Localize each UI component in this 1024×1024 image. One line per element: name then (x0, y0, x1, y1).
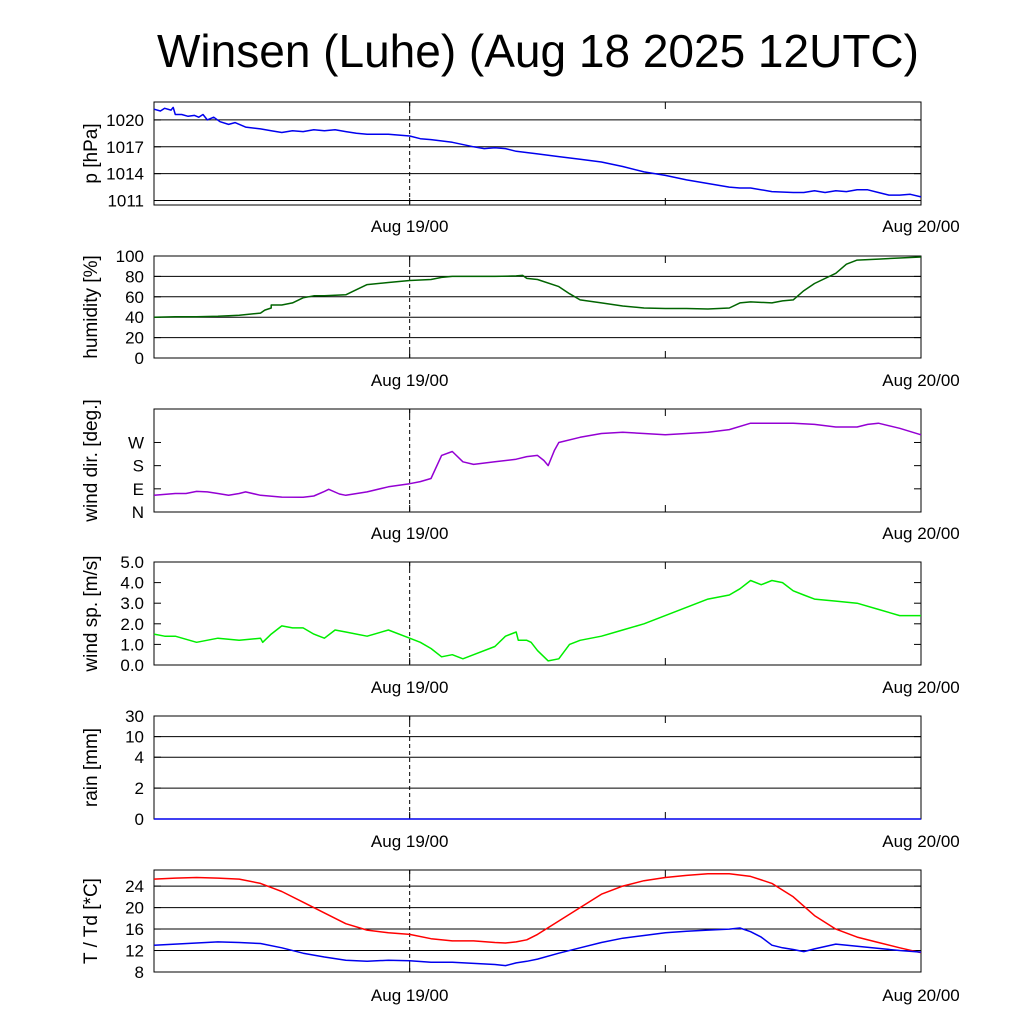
x-tick-label: Aug 20/00 (882, 371, 960, 390)
y-axis-label: wind sp. [m/s] (81, 555, 102, 672)
y-tick-label: 30 (125, 707, 144, 726)
y-tick-label: 16 (125, 920, 144, 939)
y-tick-label: 2 (135, 779, 144, 798)
x-tick-label: Aug 19/00 (371, 986, 449, 1005)
series-line-humidity (153, 256, 922, 318)
series-line-wind_dir (153, 422, 922, 499)
y-axis-label: T / Td [*C] (81, 878, 102, 964)
plot-frame (153, 408, 922, 513)
y-tick-label: 1011 (107, 192, 144, 211)
y-tick-label: 40 (125, 308, 144, 327)
y-tick-label: S (133, 457, 144, 476)
y-tick-label: 10 (125, 728, 144, 747)
y-tick-label: E (133, 480, 144, 499)
y-tick-label: 0 (135, 810, 144, 829)
x-tick-label: Aug 20/00 (882, 678, 960, 697)
panel-4: 0.0 1.02.0 3.04.0 5.0 wind sp. [m/s] Aug 19/0… (81, 553, 960, 697)
y-axis-label: rain [mm] (81, 728, 102, 807)
y-tick-label: 5.0 (120, 553, 144, 572)
y-tick-label: 1.0 (120, 635, 144, 654)
x-tick-label: Aug 20/00 (882, 217, 960, 236)
y-axis-label: p [hPa] (81, 123, 102, 183)
panel-6: 8 12 16 20 24 T / Td [*C] Aug 19/00 Aug 20/00 (81, 869, 960, 1005)
y-tick-label: 4 (135, 748, 144, 767)
series-line-pressure (153, 106, 922, 198)
y-axis-label: wind dir. [deg.] (81, 399, 102, 523)
y-tick-label: 100 (116, 247, 144, 266)
series-line-temperature (153, 873, 922, 954)
panel-1: 1020 1017 1014 1011 p [hPa] Aug 19/00 Aug 20/0… (81, 101, 960, 236)
y-tick-label: N (132, 503, 144, 522)
series-line-dewpoint (153, 927, 922, 967)
y-tick-label: 80 (125, 267, 144, 286)
x-tick-label: Aug 19/00 (371, 217, 449, 236)
y-tick-label: 20 (125, 329, 144, 348)
x-tick-label: Aug 20/00 (882, 524, 960, 543)
x-tick-label: Aug 20/00 (882, 986, 960, 1005)
y-tick-label: 1014 (106, 165, 144, 184)
x-tick-label: Aug 19/00 (371, 832, 449, 851)
y-tick-label: 1020 (106, 111, 144, 130)
y-tick-label: 3.0 (120, 594, 144, 613)
chart-title: Winsen (Luhe) (Aug 18 2025 12UTC) (157, 25, 919, 77)
plot-frame (153, 715, 922, 820)
x-tick-label: Aug 19/00 (371, 371, 449, 390)
plot-frame (153, 561, 922, 666)
y-axis-label: humidity [%] (81, 255, 102, 358)
series-line-wind_speed (153, 579, 921, 662)
y-tick-label: W (128, 433, 144, 452)
plot-frame (153, 255, 922, 359)
y-tick-label: 0 (135, 349, 144, 368)
y-tick-label: 24 (125, 877, 144, 896)
x-tick-label: Aug 20/00 (882, 832, 960, 851)
y-tick-label: 1017 (106, 138, 144, 157)
y-tick-label: 8 (135, 963, 144, 982)
plot-frame (153, 101, 922, 206)
y-tick-label: 12 (125, 942, 144, 961)
x-tick-label: Aug 19/00 (371, 678, 449, 697)
y-tick-label: 20 (125, 899, 144, 918)
y-tick-label: 60 (125, 288, 144, 307)
y-tick-label: 0.0 (120, 656, 144, 675)
panel-5: 0 2 410 30 rain [mm] Aug 19/00 Aug 20/00 (81, 707, 960, 851)
plot-frame (153, 869, 922, 973)
y-tick-label: 4.0 (120, 574, 144, 593)
y-tick-label: 2.0 (120, 615, 144, 634)
x-tick-label: Aug 19/00 (371, 524, 449, 543)
